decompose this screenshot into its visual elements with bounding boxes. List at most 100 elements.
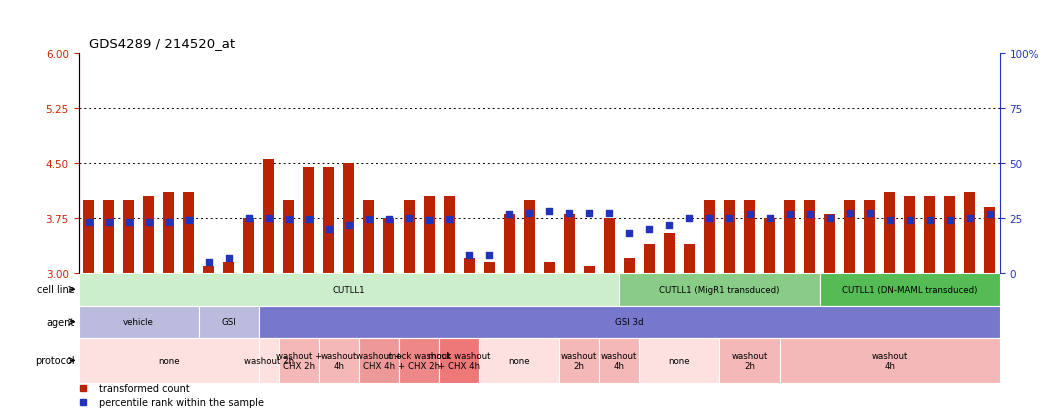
Bar	[640, 338, 719, 383]
Point	[461, 252, 477, 259]
Point	[641, 226, 658, 233]
Point	[581, 210, 598, 217]
Bar	[403, 200, 415, 273]
Point	[401, 215, 418, 222]
Point	[300, 217, 317, 223]
Text: protocol: protocol	[36, 356, 74, 366]
Text: CUTLL1 (DN-MAML transduced): CUTLL1 (DN-MAML transduced)	[842, 285, 978, 294]
Bar	[163, 193, 174, 273]
Text: washout
4h: washout 4h	[320, 351, 357, 370]
Point	[941, 217, 958, 224]
Bar	[143, 197, 154, 273]
Point	[621, 230, 638, 236]
Text: washout +
CHX 2h: washout + CHX 2h	[275, 351, 322, 370]
Bar	[324, 167, 334, 273]
Point	[520, 210, 537, 217]
Text: washout
2h: washout 2h	[731, 351, 767, 370]
Text: mock washout
+ CHX 2h: mock washout + CHX 2h	[387, 351, 450, 370]
Bar	[824, 215, 836, 273]
Bar	[944, 197, 955, 273]
Text: agent: agent	[46, 317, 74, 327]
Bar	[79, 338, 259, 383]
Point	[241, 215, 258, 222]
Point	[200, 259, 217, 266]
Text: washout +
CHX 4h: washout + CHX 4h	[356, 351, 402, 370]
Point	[180, 217, 197, 224]
Bar	[704, 200, 715, 273]
Bar	[820, 273, 1000, 306]
Bar	[925, 197, 935, 273]
Bar	[664, 233, 675, 273]
Point	[821, 215, 838, 222]
Point	[140, 219, 157, 225]
Point	[500, 211, 517, 218]
Bar	[279, 338, 319, 383]
Point	[961, 215, 978, 222]
Point	[81, 219, 97, 225]
Point	[220, 255, 237, 262]
Point	[120, 219, 137, 225]
Bar	[964, 193, 976, 273]
Point	[160, 219, 177, 225]
Bar	[259, 306, 1000, 338]
Bar	[383, 218, 395, 273]
Bar	[905, 197, 915, 273]
Text: GSI: GSI	[221, 318, 237, 327]
Bar	[103, 200, 114, 273]
Point	[921, 217, 938, 224]
Text: cell line: cell line	[37, 285, 74, 294]
Bar	[584, 266, 595, 273]
Point	[381, 217, 398, 223]
Point	[761, 215, 778, 222]
Text: none: none	[509, 356, 530, 365]
Bar	[223, 262, 235, 273]
Bar	[424, 197, 435, 273]
Bar	[864, 200, 875, 273]
Bar	[804, 200, 816, 273]
Bar	[83, 200, 94, 273]
Text: washout 2h: washout 2h	[244, 356, 294, 365]
Point	[541, 208, 558, 214]
Text: washout
4h: washout 4h	[601, 351, 638, 370]
Bar	[243, 218, 254, 273]
Point	[101, 219, 117, 225]
Bar	[780, 338, 1000, 383]
Point	[561, 210, 578, 217]
Bar	[343, 164, 355, 273]
Point	[340, 223, 357, 229]
Bar	[563, 215, 575, 273]
Point	[281, 217, 297, 223]
Bar	[79, 273, 620, 306]
Bar	[684, 244, 695, 273]
Bar	[764, 218, 775, 273]
Bar	[744, 200, 755, 273]
Text: GSI 3d: GSI 3d	[615, 318, 644, 327]
Point	[842, 210, 859, 217]
Text: percentile rank within the sample: percentile rank within the sample	[98, 397, 264, 407]
Point	[481, 252, 497, 259]
Text: GDS4289 / 214520_at: GDS4289 / 214520_at	[89, 37, 236, 50]
Point	[801, 211, 818, 218]
Bar	[644, 244, 654, 273]
Bar	[559, 338, 599, 383]
Bar	[844, 200, 855, 273]
Bar	[784, 200, 795, 273]
Point	[701, 215, 718, 222]
Bar	[319, 338, 359, 383]
Bar	[259, 338, 279, 383]
Text: vehicle: vehicle	[124, 318, 154, 327]
Text: none: none	[669, 356, 690, 365]
Point	[421, 217, 438, 224]
Bar	[624, 259, 634, 273]
Text: transformed count: transformed count	[98, 384, 190, 394]
Bar	[620, 273, 820, 306]
Text: washout
4h: washout 4h	[871, 351, 908, 370]
Bar	[359, 338, 399, 383]
Bar	[719, 338, 780, 383]
Point	[981, 211, 998, 218]
Bar	[284, 200, 294, 273]
Point	[901, 217, 918, 224]
Point	[862, 210, 878, 217]
Bar	[304, 167, 314, 273]
Bar	[199, 306, 259, 338]
